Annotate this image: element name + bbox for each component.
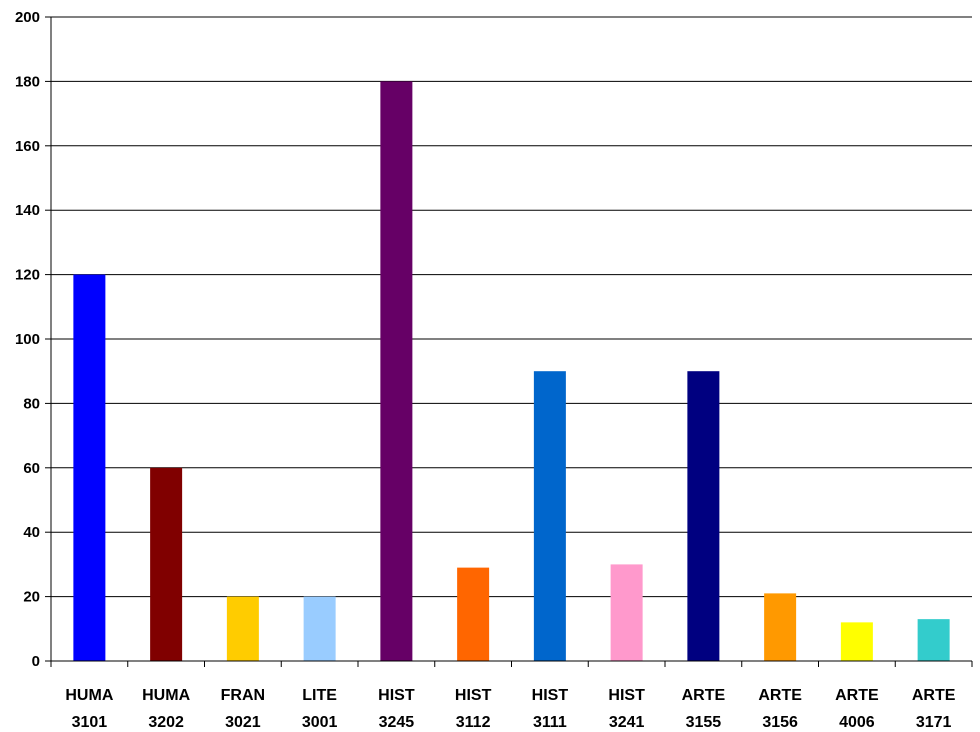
bar-hist-3111 xyxy=(533,371,566,661)
y-tick-label: 200 xyxy=(15,9,40,26)
bar-hist-3241 xyxy=(610,564,643,661)
x-category-label: HIST 3245 xyxy=(378,687,415,731)
x-category-label: LITE 3001 xyxy=(302,687,338,731)
x-category-label: HUMA 3202 xyxy=(142,687,190,731)
x-category-label: ARTE 3171 xyxy=(912,687,956,731)
x-category-labels: HUMA 3101 HUMA 3202 FRAN 3021 LITE 3001 HIST 3245… xyxy=(65,687,955,731)
bar-huma-3202 xyxy=(150,467,183,661)
x-category-label: HIST 3111 xyxy=(532,687,569,731)
y-tick-label: 180 xyxy=(15,73,40,90)
bar-huma-3101 xyxy=(73,274,106,661)
bar-arte-3155 xyxy=(687,371,720,661)
y-tick-label: 80 xyxy=(23,395,40,412)
y-tick-label: 60 xyxy=(23,460,40,477)
bar-arte-3156 xyxy=(764,593,797,661)
y-tick-label: 0 xyxy=(32,653,40,670)
y-tick-label: 100 xyxy=(15,331,40,348)
x-category-label: ARTE 3156 xyxy=(758,687,802,731)
bar-arte-4006 xyxy=(840,622,873,661)
x-category-label: HUMA 3101 xyxy=(65,687,113,731)
y-tick-label: 140 xyxy=(15,202,40,219)
bar-fran-3021 xyxy=(226,596,259,661)
y-tick-labels: 0 20 40 60 80 100 120 140 160 180 200 xyxy=(15,9,40,670)
gridlines xyxy=(51,16,972,598)
y-tick-label: 20 xyxy=(23,589,40,606)
x-category-label: FRAN 3021 xyxy=(221,687,265,731)
bars xyxy=(73,81,950,661)
bar-lite-3001 xyxy=(303,596,336,661)
x-category-label: ARTE 3155 xyxy=(682,687,726,731)
x-category-label: ARTE 4006 xyxy=(835,687,879,731)
axes xyxy=(45,16,973,667)
x-category-label: HIST 3241 xyxy=(608,687,645,731)
y-tick-label: 120 xyxy=(15,267,40,284)
y-tick-label: 40 xyxy=(23,524,40,541)
bar-hist-3112 xyxy=(457,567,490,661)
bar-arte-3171 xyxy=(917,619,950,661)
bar-hist-3245 xyxy=(380,81,413,661)
x-category-label: HIST 3112 xyxy=(455,687,492,731)
y-tick-label: 160 xyxy=(15,138,40,155)
